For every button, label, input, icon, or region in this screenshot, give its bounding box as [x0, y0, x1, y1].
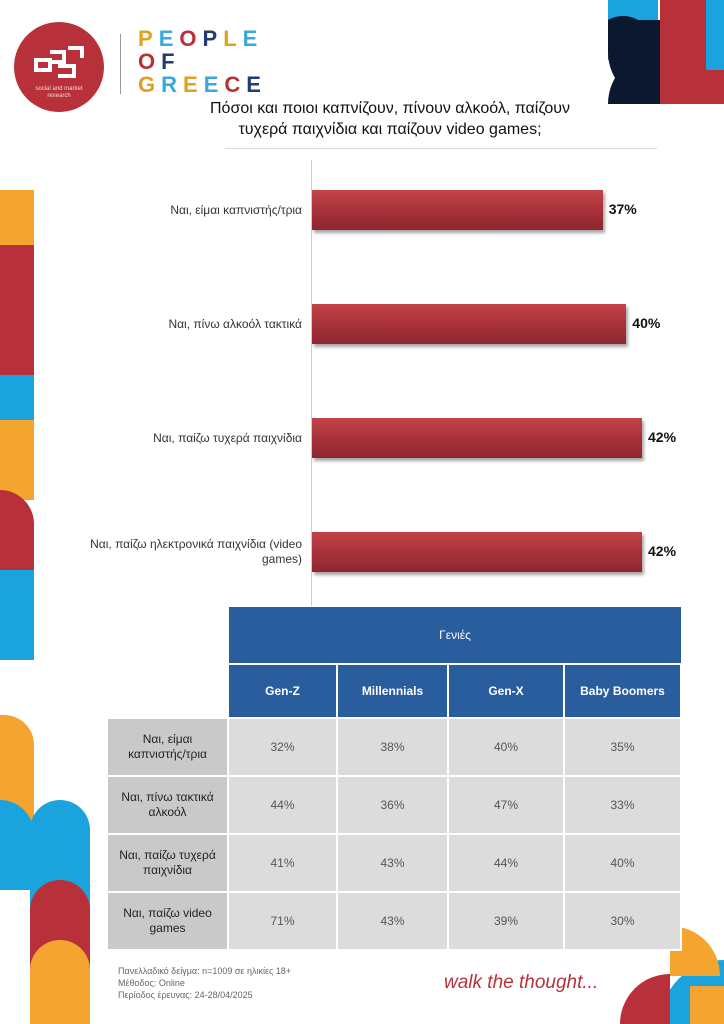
wordmark-letter: P — [138, 26, 159, 51]
category-label: Ναι, παίζω ηλεκτρονικά παιχνίδια (video … — [90, 537, 302, 566]
table-corner-blank — [107, 607, 228, 664]
period-note: Περίοδος έρευνας: 24-28/04/2025 — [118, 990, 253, 1000]
wordmark-letter: O — [179, 26, 203, 51]
bar — [312, 304, 627, 344]
table-cell: 40% — [563, 833, 682, 893]
table-cell: 38% — [336, 717, 449, 777]
title-line-1: Πόσοι και ποιοι καπνίζουν, πίνουν αλκοόλ… — [210, 100, 570, 117]
title-divider — [225, 148, 657, 149]
table-cell: 44% — [447, 833, 565, 893]
table-cell: 30% — [563, 891, 682, 951]
table-header-row: Gen-Z Millennials Gen-X Baby Boomers — [107, 663, 682, 718]
table-cell: 36% — [336, 775, 449, 835]
wordmark-line-2: OF — [138, 51, 181, 73]
wordmark-letter: R — [161, 72, 184, 97]
decorative-shapes-top-right — [608, 0, 724, 104]
table-cell: 43% — [336, 891, 449, 951]
title-line-2: τυχερά παιχνίδια και παίζουν video games… — [238, 121, 542, 138]
wordmark-line-3: GREECE — [138, 74, 267, 96]
logo-mark-icon — [34, 46, 84, 78]
table-row: Ναι, παίζω video games 71% 43% 39% 30% — [106, 891, 682, 951]
row-label: Ναι, πίνω τακτικά αλκοόλ — [106, 775, 229, 835]
table-group-header: Γενιές — [227, 607, 681, 664]
decorative-shapes-left — [0, 190, 34, 890]
table-row: Ναι, παίζω τυχερά παιχνίδια 41% 43% 44% … — [106, 833, 682, 893]
wordmark-letter: F — [161, 49, 181, 74]
decorative-shapes-bottom-right — [620, 926, 724, 1024]
table-row: Ναι, είμαι καπνιστής/τρια 32% 38% 40% 35… — [106, 717, 682, 777]
data-label: 40% — [632, 315, 661, 331]
bar — [312, 418, 642, 458]
row-label: Ναι, είμαι καπνιστής/τρια — [106, 717, 229, 777]
column-header: Millennials — [336, 663, 449, 718]
data-label: 37% — [608, 201, 637, 217]
brand-logo — [14, 22, 104, 112]
column-header: Baby Boomers — [563, 663, 682, 718]
table-cell: 47% — [447, 775, 565, 835]
row-label-line: Ναι, παίζω τυχερά — [119, 848, 216, 862]
category-label: Ναι, παίζω τυχερά παιχνίδια — [153, 430, 302, 445]
wordmark-letter: P — [202, 26, 224, 51]
wordmark-letter: L — [223, 26, 243, 51]
table-cell: 35% — [563, 717, 682, 777]
table-group-header-row: Γενιές — [107, 607, 681, 664]
table-cell: 40% — [447, 717, 565, 777]
category-label: Ναι, είμαι καπνιστής/τρια — [170, 202, 302, 217]
header-divider — [120, 34, 121, 94]
bar — [312, 532, 642, 572]
wordmark-letter: E — [242, 26, 264, 51]
generations-table: Γενιές Gen-Z Millennials Gen-X Baby Boom… — [106, 607, 682, 951]
row-label-line: Ναι, πίνω τακτικά — [121, 790, 214, 804]
category-label: Ναι, πίνω αλκοόλ τακτικά — [168, 316, 302, 331]
logo-caption: social and market research — [35, 86, 83, 99]
wordmark-line-1: PEOPLE — [138, 28, 263, 50]
table-cell: 43% — [336, 833, 449, 893]
table-cell: 44% — [227, 775, 338, 835]
methodology-note: Πανελλαδικό δείγμα: n=1009 σε ηλικίες 18… — [118, 965, 291, 1001]
method-note: Μέθοδος: Online — [118, 978, 185, 988]
chart-title: Πόσοι και ποιοι καπνίζουν, πίνουν αλκοόλ… — [170, 98, 610, 140]
table-cell: 41% — [227, 833, 338, 893]
data-label: 42% — [648, 429, 677, 445]
tagline: walk the thought... — [444, 972, 599, 993]
table-row: Ναι, πίνω τακτικά αλκοόλ 44% 36% 47% 33% — [106, 775, 682, 835]
row-label-line: αλκοόλ — [148, 805, 187, 819]
data-label: 42% — [648, 543, 677, 559]
decorative-shapes-bottom-left — [30, 800, 90, 1024]
wordmark-letter: E — [246, 72, 267, 97]
wordmark-letter: E — [158, 26, 180, 51]
wordmark-letter: E — [203, 72, 225, 97]
table-cell: 39% — [447, 891, 565, 951]
table-corner-blank — [107, 664, 228, 718]
wordmark-letter: G — [138, 72, 162, 97]
row-label-line: Ναι, παίζω video — [123, 906, 212, 920]
table-cell: 32% — [227, 717, 338, 777]
wordmark-letter: C — [224, 72, 247, 97]
row-label-line: παιχνίδια — [143, 863, 192, 877]
category-axis — [311, 160, 312, 606]
row-label-line: Ναι, είμαι — [142, 732, 193, 746]
wordmark-letter: E — [183, 72, 204, 97]
column-header: Gen-X — [447, 663, 565, 718]
bar — [312, 190, 603, 230]
column-header: Gen-Z — [227, 663, 338, 718]
row-label-line: games — [149, 921, 186, 935]
row-label-line: καπνιστής/τρια — [128, 747, 207, 761]
row-label: Ναι, παίζω video games — [106, 891, 229, 951]
table-cell: 71% — [227, 891, 338, 951]
sample-note: Πανελλαδικό δείγμα: n=1009 σε ηλικίες 18… — [118, 966, 292, 976]
row-label: Ναι, παίζω τυχερά παιχνίδια — [106, 833, 229, 893]
table-cell: 33% — [563, 775, 682, 835]
wordmark-letter: O — [138, 49, 162, 74]
